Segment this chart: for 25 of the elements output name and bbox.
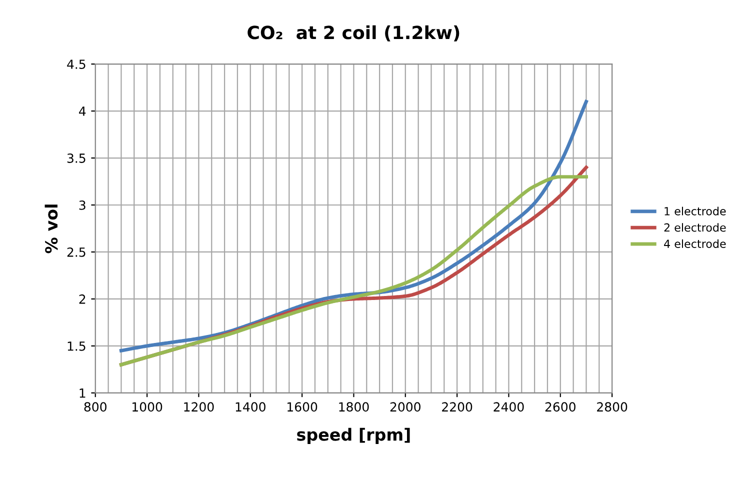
x-tick-label: 1000 — [132, 402, 162, 412]
x-tick-label: 2600 — [545, 402, 576, 412]
x-tick-label: 2400 — [494, 402, 524, 412]
x-tick-label: 2800 — [597, 402, 628, 412]
x-tick-label: 1800 — [339, 402, 369, 412]
y-tick-label: 2 — [79, 294, 86, 304]
legend-label: 1 electrode — [664, 206, 726, 216]
legend-label: 2 electrode — [664, 223, 726, 232]
y-tick-label: 1 — [80, 388, 86, 398]
y-tick-label: 1.5 — [68, 342, 86, 351]
chart-title: CO₂ at 2 coil (1.2kw) — [248, 25, 460, 42]
y-tick-label: 2.5 — [67, 247, 86, 257]
x-tick-label: 2200 — [442, 402, 472, 412]
y-axis-title: % vol — [44, 204, 58, 254]
y-tick-label: 4 — [79, 106, 86, 116]
x-tick-label: 800 — [84, 402, 106, 412]
y-tick-label: 4.5 — [67, 60, 86, 69]
x-tick-label: 1600 — [288, 402, 318, 412]
x-tick-label: 1200 — [184, 402, 214, 412]
x-axis-title: speed [rpm] — [297, 428, 410, 444]
y-tick-label: 3 — [79, 200, 86, 210]
x-tick-label: 2000 — [390, 402, 420, 412]
legend-label: 4 electrode — [664, 239, 726, 248]
x-tick-label: 1400 — [236, 402, 266, 412]
y-tick-label: 3.5 — [67, 153, 86, 163]
